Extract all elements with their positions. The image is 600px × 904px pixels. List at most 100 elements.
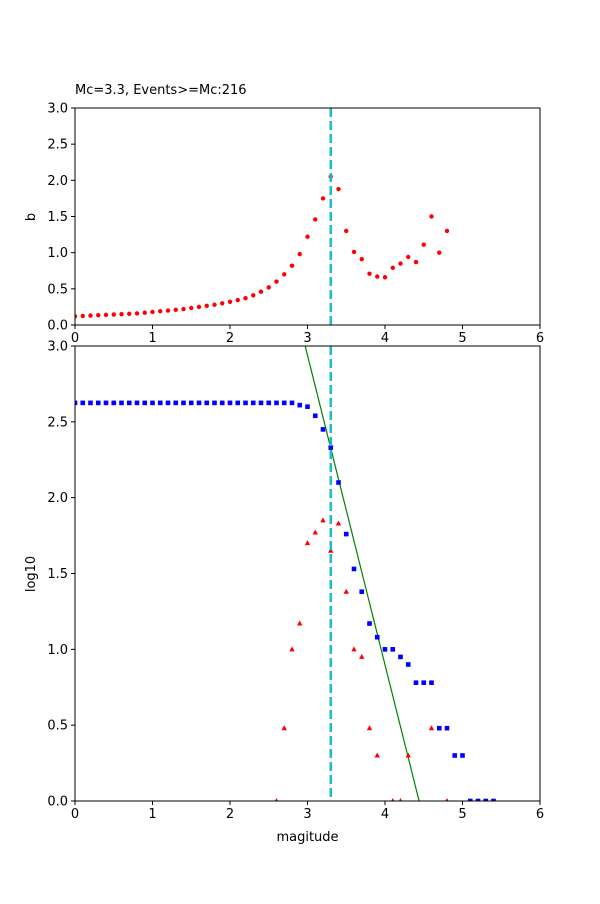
- y-tick-label: 2.5: [47, 138, 68, 153]
- b-value-point: [181, 306, 186, 312]
- b-value-point: [196, 304, 202, 310]
- b-value-point: [150, 309, 155, 315]
- non-cumulative-point: [405, 752, 411, 758]
- b-value-point: [158, 309, 163, 314]
- b-value-point: [235, 297, 240, 303]
- cumulative-point: [320, 427, 326, 432]
- y-tick-label: 0.5: [47, 282, 68, 297]
- y-tick-label: 3.0: [47, 102, 68, 117]
- x-tick-label: 3: [303, 331, 311, 346]
- b-value-point: [444, 228, 450, 234]
- cumulative-point: [212, 400, 217, 406]
- cumulative-point: [460, 753, 465, 758]
- non-cumulative-point: [374, 752, 380, 758]
- y-tick-label: 1.0: [47, 246, 68, 261]
- b-value-point: [119, 311, 124, 317]
- b-value-point: [421, 242, 426, 247]
- x-tick-label: 0: [71, 331, 79, 346]
- non-cumulative-point: [328, 547, 334, 553]
- b-value-point: [165, 308, 171, 313]
- non-cumulative-point: [391, 798, 395, 801]
- cumulative-point: [367, 621, 372, 626]
- cumulative-point: [126, 400, 132, 406]
- x-tick-label: 1: [148, 807, 156, 822]
- non-cumulative-point: [274, 798, 279, 801]
- b-value-point: [212, 302, 217, 307]
- cumulative-point: [390, 647, 396, 652]
- y-tick-label: 2.0: [47, 491, 68, 506]
- cumulative-point: [421, 680, 427, 685]
- non-cumulative-point: [343, 588, 349, 594]
- y-tick-label: 3.0: [47, 340, 68, 355]
- cumulative-point: [80, 400, 86, 406]
- b-value-point: [266, 285, 271, 290]
- b-value-point: [289, 263, 295, 268]
- cumulative-point: [413, 680, 419, 685]
- cumulative-point: [281, 400, 287, 406]
- b-value-point: [103, 312, 109, 318]
- b-value-point: [382, 275, 388, 280]
- b-value-point: [282, 272, 287, 277]
- b-value-point: [320, 196, 326, 201]
- b-value-point: [359, 256, 364, 262]
- cumulative-point: [196, 400, 202, 406]
- x-tick-label: 2: [226, 807, 234, 822]
- b-value-panel: Mc=3.3, Events>=Mc:216 b 0 1 2 3 4 5 6 0.0 0.5 1.…: [24, 83, 544, 346]
- non-cumulative-point: [335, 520, 342, 526]
- b-value-point: [189, 305, 194, 311]
- cumulative-point: [483, 798, 489, 801]
- non-cumulative-point: [304, 540, 311, 546]
- cumulative-point: [274, 400, 279, 406]
- b-value-point: [344, 228, 349, 234]
- plot-content: [75, 346, 496, 801]
- cumulative-point: [111, 400, 117, 406]
- b-value-point: [375, 274, 380, 279]
- b-value-point: [258, 289, 264, 294]
- x-tick-label: 6: [536, 807, 544, 822]
- b-value-point: [142, 310, 147, 315]
- y-tick-label: 1.5: [47, 567, 68, 582]
- cumulative-point: [297, 402, 303, 408]
- cumulative-point: [150, 400, 155, 406]
- cumulative-point: [491, 798, 496, 801]
- cumulative-point: [336, 480, 341, 485]
- cumulative-point: [429, 680, 434, 685]
- b-value-point: [251, 293, 256, 298]
- y-tick-label: 1.5: [47, 210, 68, 225]
- non-cumulative-point: [366, 725, 373, 731]
- non-cumulative-point: [312, 529, 318, 535]
- log10-y-axis-label: log10: [24, 556, 39, 592]
- cumulative-point: [444, 725, 450, 731]
- b-value-point: [75, 314, 78, 319]
- b-value-point: [305, 234, 310, 239]
- cumulative-point: [305, 404, 310, 409]
- cumulative-point: [227, 400, 233, 406]
- cumulative-point: [405, 662, 411, 667]
- non-cumulative-point: [428, 725, 435, 731]
- x-tick-label: 1: [148, 331, 156, 346]
- cumulative-point: [289, 400, 295, 406]
- y-tick-label: 0.5: [47, 719, 68, 734]
- cumulative-point: [266, 400, 272, 406]
- cumulative-point: [134, 400, 140, 406]
- b-value-point: [204, 303, 209, 309]
- b-value-point: [336, 186, 341, 192]
- y-tick-label: 0.0: [47, 795, 68, 810]
- non-cumulative-point: [281, 725, 287, 731]
- b-value-point: [313, 217, 318, 222]
- cumulative-point: [382, 647, 388, 652]
- cumulative-point: [219, 400, 225, 406]
- x-tick-label: 6: [536, 331, 544, 346]
- cumulative-point: [312, 413, 318, 419]
- x-tick-label: 5: [458, 807, 466, 822]
- cumulative-point: [328, 445, 334, 450]
- cumulative-point: [250, 400, 256, 406]
- b-value-point: [429, 214, 434, 219]
- cumulative-point: [343, 531, 349, 537]
- x-tick-label: 0: [71, 807, 79, 822]
- cumulative-point: [374, 634, 380, 640]
- non-cumulative-point: [297, 620, 303, 626]
- b-value-point: [96, 313, 101, 318]
- b-value-point: [111, 312, 116, 317]
